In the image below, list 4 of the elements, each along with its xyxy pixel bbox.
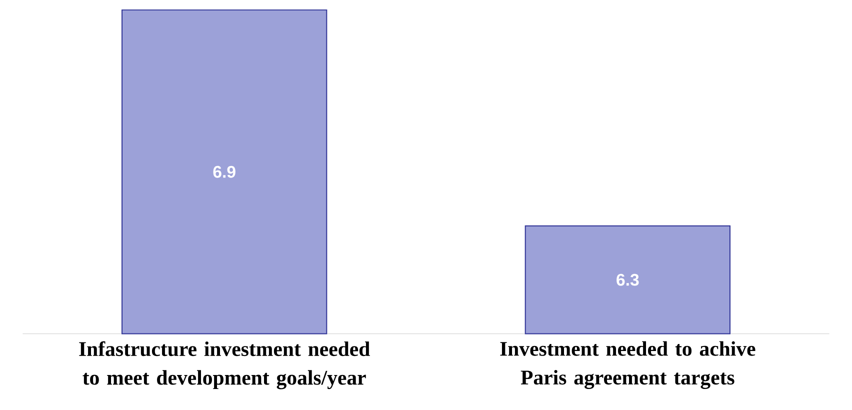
x-tick-label: Infastructure investment needed to meet development goals/year [79, 341, 370, 390]
data-label: 6.9 [213, 166, 236, 178]
x-tick-label: Investment needed to achive Paris agreement targets [500, 341, 756, 389]
data-label: 6.3 [616, 274, 639, 286]
